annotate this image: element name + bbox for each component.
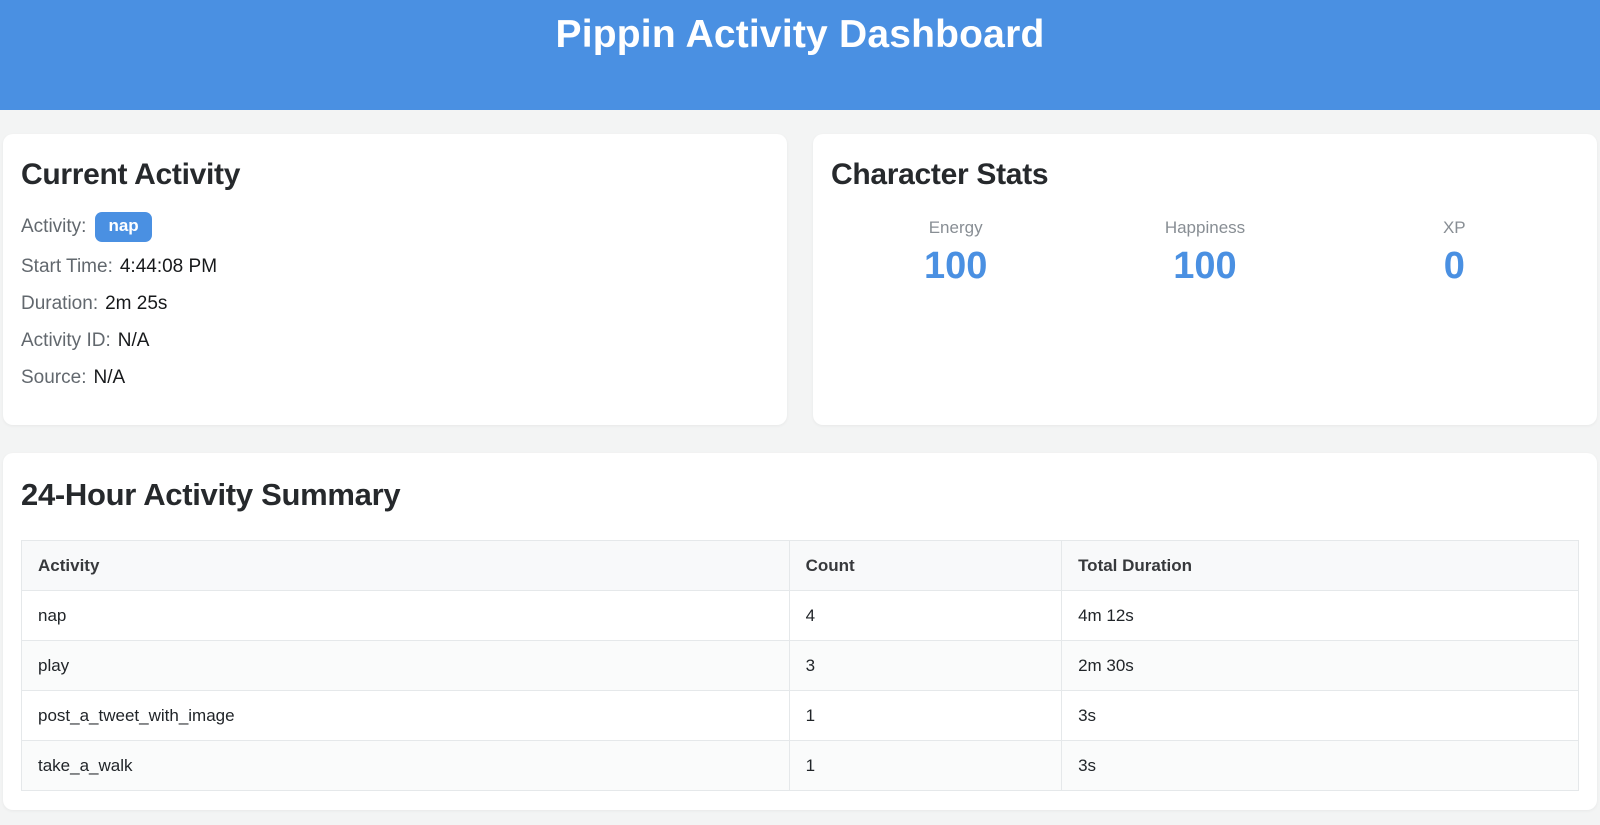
page-content: Current Activity Activity: nap Start Time… <box>3 134 1597 810</box>
activity-badge: nap <box>95 212 152 242</box>
stat-xp-label: XP <box>1442 218 1466 237</box>
source-field: Source: N/A <box>21 366 769 390</box>
table-row: play 3 2m 30s <box>21 640 1579 691</box>
activity-field: Activity: nap <box>21 212 769 242</box>
cell-count: 4 <box>788 590 1063 641</box>
cell-total-duration: 3s <box>1061 690 1579 741</box>
table-header-row: Activity Count Total Duration <box>21 540 1579 591</box>
cell-total-duration: 3s <box>1061 740 1579 791</box>
stat-happiness: Happiness 100 <box>1080 218 1329 288</box>
column-header-activity: Activity <box>21 540 790 591</box>
cell-count: 3 <box>788 640 1063 691</box>
duration-value: 2m 25s <box>105 293 168 314</box>
current-activity-title: Current Activity <box>21 158 241 191</box>
table-header: Activity Count Total Duration <box>21 540 1579 591</box>
start-time-field: Start Time: 4:44:08 PM <box>21 255 769 279</box>
character-stats-card: Character Stats Energy 100 Happiness 100… <box>813 134 1597 425</box>
current-activity-card: Current Activity Activity: nap Start Time… <box>3 134 787 425</box>
table-body: nap 4 4m 12s play 3 2m 30s post_a_tweet_… <box>21 590 1579 791</box>
stat-xp: XP 0 <box>1330 218 1579 288</box>
activity-summary-section: 24-Hour Activity Summary Activity Count … <box>3 453 1597 810</box>
cell-total-duration: 4m 12s <box>1061 590 1579 641</box>
stat-happiness-value: 100 <box>1173 245 1237 287</box>
activity-id-field: Activity ID: N/A <box>21 329 769 353</box>
stat-xp-value: 0 <box>1443 245 1465 287</box>
cell-activity: play <box>21 640 790 691</box>
cell-count: 1 <box>788 690 1063 741</box>
start-time-value: 4:44:08 PM <box>119 256 218 277</box>
table-row: post_a_tweet_with_image 1 3s <box>21 690 1579 741</box>
table-row: take_a_walk 1 3s <box>21 740 1579 791</box>
stat-happiness-label: Happiness <box>1164 218 1246 237</box>
source-field-label: Source: <box>21 367 87 388</box>
duration-field: Duration: 2m 25s <box>21 292 769 316</box>
activity-summary-table: Activity Count Total Duration nap 4 4m 1… <box>21 540 1579 791</box>
column-header-total-duration: Total Duration <box>1061 540 1579 591</box>
stat-energy: Energy 100 <box>831 218 1080 288</box>
activity-id-field-label: Activity ID: <box>21 330 111 351</box>
activity-id-value: N/A <box>117 330 150 351</box>
cell-count: 1 <box>788 740 1063 791</box>
activity-field-label: Activity: <box>21 216 87 238</box>
stat-energy-value: 100 <box>923 245 988 287</box>
cell-activity: post_a_tweet_with_image <box>21 690 790 741</box>
stat-energy-label: Energy <box>928 218 983 237</box>
activity-summary-title: 24-Hour Activity Summary <box>21 477 401 512</box>
start-time-field-label: Start Time: <box>21 256 113 277</box>
duration-field-label: Duration: <box>21 293 99 314</box>
column-header-count: Count <box>788 540 1063 591</box>
cell-total-duration: 2m 30s <box>1061 640 1579 691</box>
stats-row: Energy 100 Happiness 100 XP 0 <box>831 218 1579 288</box>
page-title: Pippin Activity Dashboard <box>555 13 1045 56</box>
table-row: nap 4 4m 12s <box>21 590 1579 641</box>
cards-row: Current Activity Activity: nap Start Time… <box>3 134 1597 425</box>
character-stats-title: Character Stats <box>831 158 1049 191</box>
source-value: N/A <box>93 367 126 388</box>
cell-activity: nap <box>21 590 790 641</box>
app-header: Pippin Activity Dashboard <box>0 0 1600 110</box>
cell-activity: take_a_walk <box>21 740 790 791</box>
current-activity-fields: Activity: nap Start Time: 4:44:08 PM Durat… <box>21 212 769 390</box>
